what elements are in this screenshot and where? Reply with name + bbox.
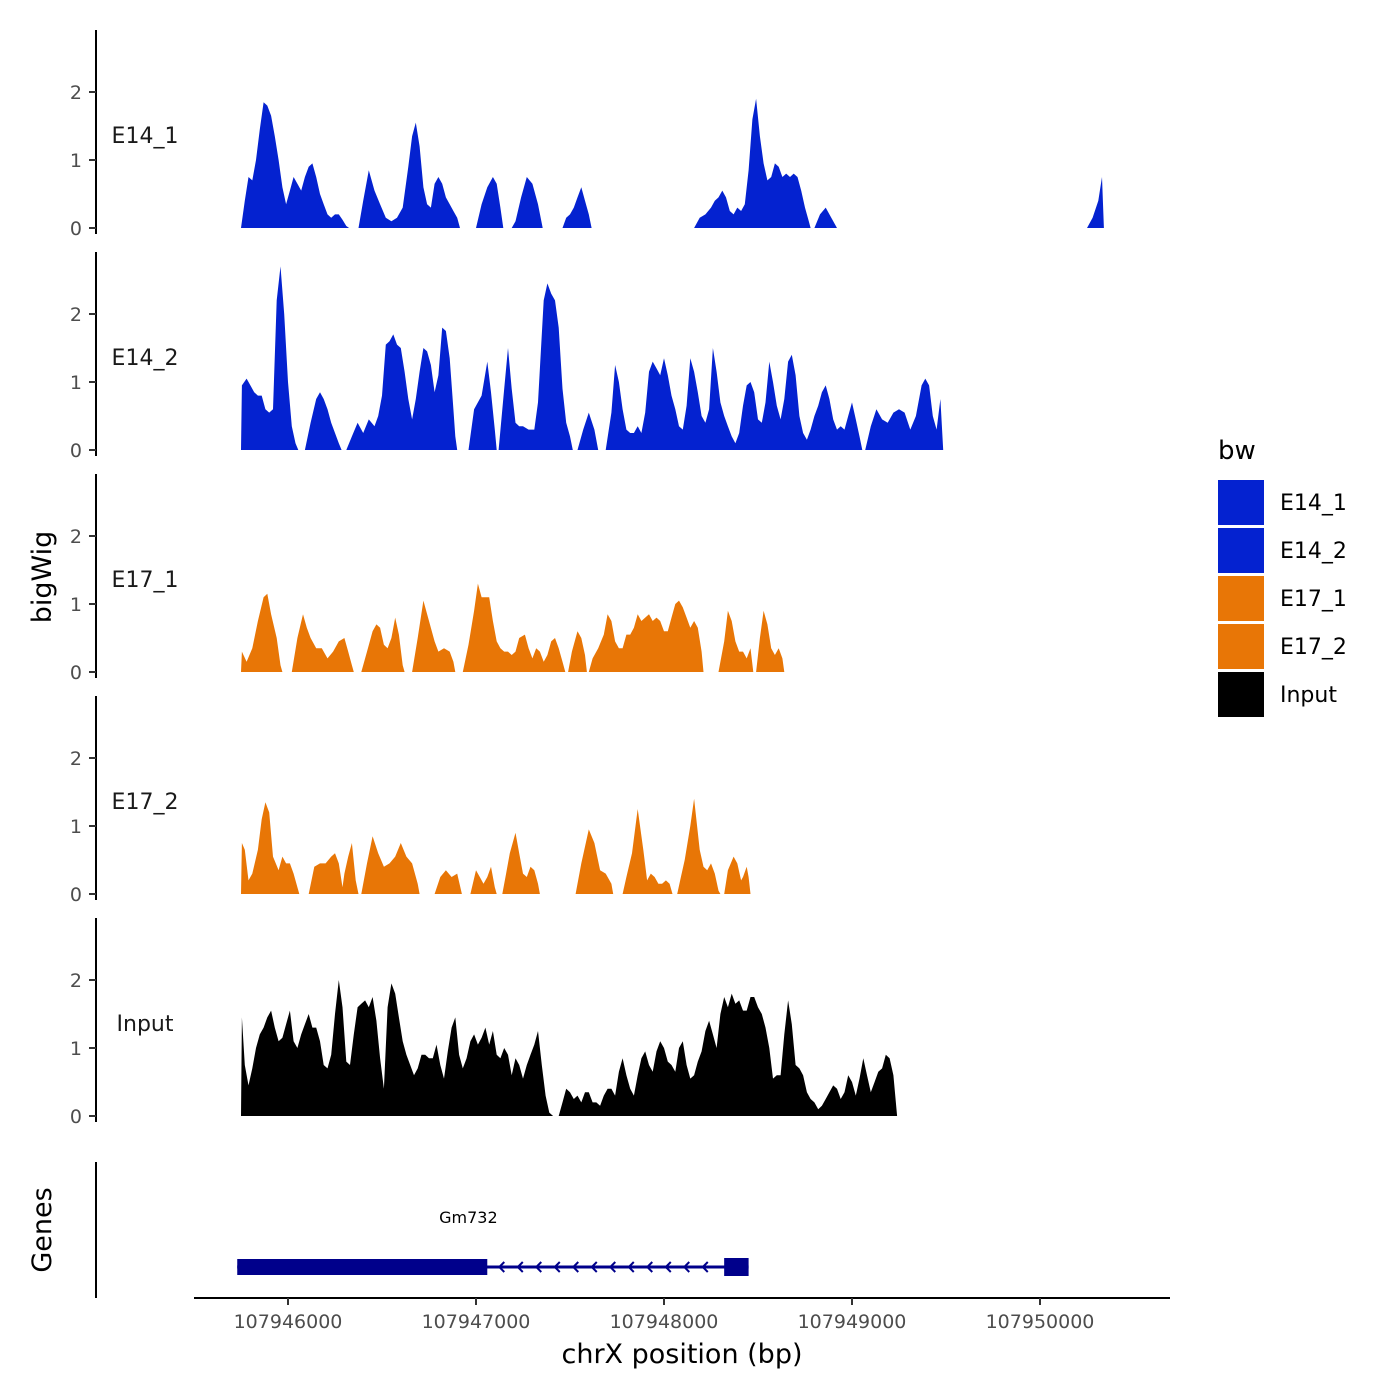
legend-title: bw	[1218, 436, 1256, 466]
track-panel-input: 0 1 2 Input	[70, 918, 898, 1128]
legend-swatch	[1218, 528, 1264, 573]
track-label: E14_1	[112, 124, 179, 149]
gene-exon	[724, 1258, 749, 1276]
x-tick-label: 107950000	[986, 1311, 1095, 1333]
y-tick-label: 0	[70, 884, 82, 906]
strand-arrow-icon	[590, 1261, 598, 1273]
strand-arrow-icon	[627, 1261, 635, 1273]
track-label: E17_1	[112, 568, 179, 593]
legend-swatch	[1218, 672, 1264, 717]
y-tick-label: 0	[70, 440, 82, 462]
strand-arrow-icon	[682, 1261, 690, 1273]
legend-label: Input	[1280, 683, 1337, 708]
legend-label: E14_2	[1280, 539, 1347, 564]
strand-arrow-icon	[497, 1261, 505, 1273]
y-tick-label: 2	[70, 748, 82, 770]
track-panel-e17-2: 0 1 2 E17_2	[70, 696, 751, 906]
signal-area	[241, 98, 1104, 228]
strand-arrow-icon	[645, 1261, 653, 1273]
gene-name-label: Gm732	[439, 1208, 498, 1227]
y-tick-label: 2	[70, 82, 82, 104]
y-tick-label: 0	[70, 218, 82, 240]
legend-label: E17_1	[1280, 587, 1347, 612]
legend-swatch	[1218, 576, 1264, 621]
x-tick-label: 107947000	[422, 1311, 531, 1333]
signal-area	[241, 798, 751, 894]
x-tick-label: 107949000	[798, 1311, 907, 1333]
track-panel-e17-1: 0 1 2 E17_1	[70, 474, 785, 684]
strand-arrow-icon	[701, 1261, 709, 1273]
signal-area	[241, 583, 785, 672]
signal-area	[241, 980, 898, 1116]
y-tick-label: 1	[70, 816, 82, 838]
x-axis: 107946000 107947000 107948000 107949000 1079…	[194, 1297, 1170, 1333]
track-label: E14_2	[112, 346, 179, 371]
strand-arrow-icon	[608, 1261, 616, 1273]
gene-glyphs: Gm732	[237, 1208, 749, 1276]
track-panel-e14-2: 0 1 2 E14_2	[70, 252, 944, 462]
track-panel-e14-1: 0 1 2 E14_1	[70, 30, 1104, 240]
legend-label: E17_2	[1280, 635, 1347, 660]
gene-exon	[237, 1259, 488, 1275]
y-tick-label: 1	[70, 594, 82, 616]
y-tick-label: 0	[70, 662, 82, 684]
y-tick-label: 2	[70, 304, 82, 326]
y-tick-label: 0	[70, 1106, 82, 1128]
genes-panel-title: Genes	[27, 1187, 58, 1272]
track-label: Input	[117, 1012, 174, 1037]
y-tick-label: 2	[70, 526, 82, 548]
x-tick-label: 107948000	[610, 1311, 719, 1333]
strand-arrow-icon	[571, 1261, 579, 1273]
y-tick-label: 1	[70, 1038, 82, 1060]
strand-arrow-icon	[534, 1261, 542, 1273]
track-label: E17_2	[112, 790, 179, 815]
legend-swatch	[1218, 480, 1264, 525]
legend: bw E14_1 E14_2 E17_1 E17_2 Input	[1218, 436, 1347, 717]
strand-arrow-icon	[664, 1261, 672, 1273]
x-axis-title: chrX position (bp)	[561, 1339, 802, 1370]
y-tick-label: 2	[70, 970, 82, 992]
y-tick-label: 1	[70, 150, 82, 172]
strand-arrow-icon	[516, 1261, 524, 1273]
signal-area	[241, 266, 944, 450]
x-tick-label: 107946000	[234, 1311, 343, 1333]
y-axis-title: bigWig	[27, 531, 58, 624]
legend-swatch	[1218, 624, 1264, 669]
track-panels: 0 1 2 E14_1 0 1 2 E14_2 0 1 2 E17_1 0 1 2 E17_2 0 1 2 Input	[70, 30, 1104, 1128]
y-tick-label: 1	[70, 372, 82, 394]
genes-panel: Genes Gm732	[27, 1162, 749, 1298]
legend-label: E14_1	[1280, 491, 1347, 516]
strand-arrow-icon	[553, 1261, 561, 1273]
